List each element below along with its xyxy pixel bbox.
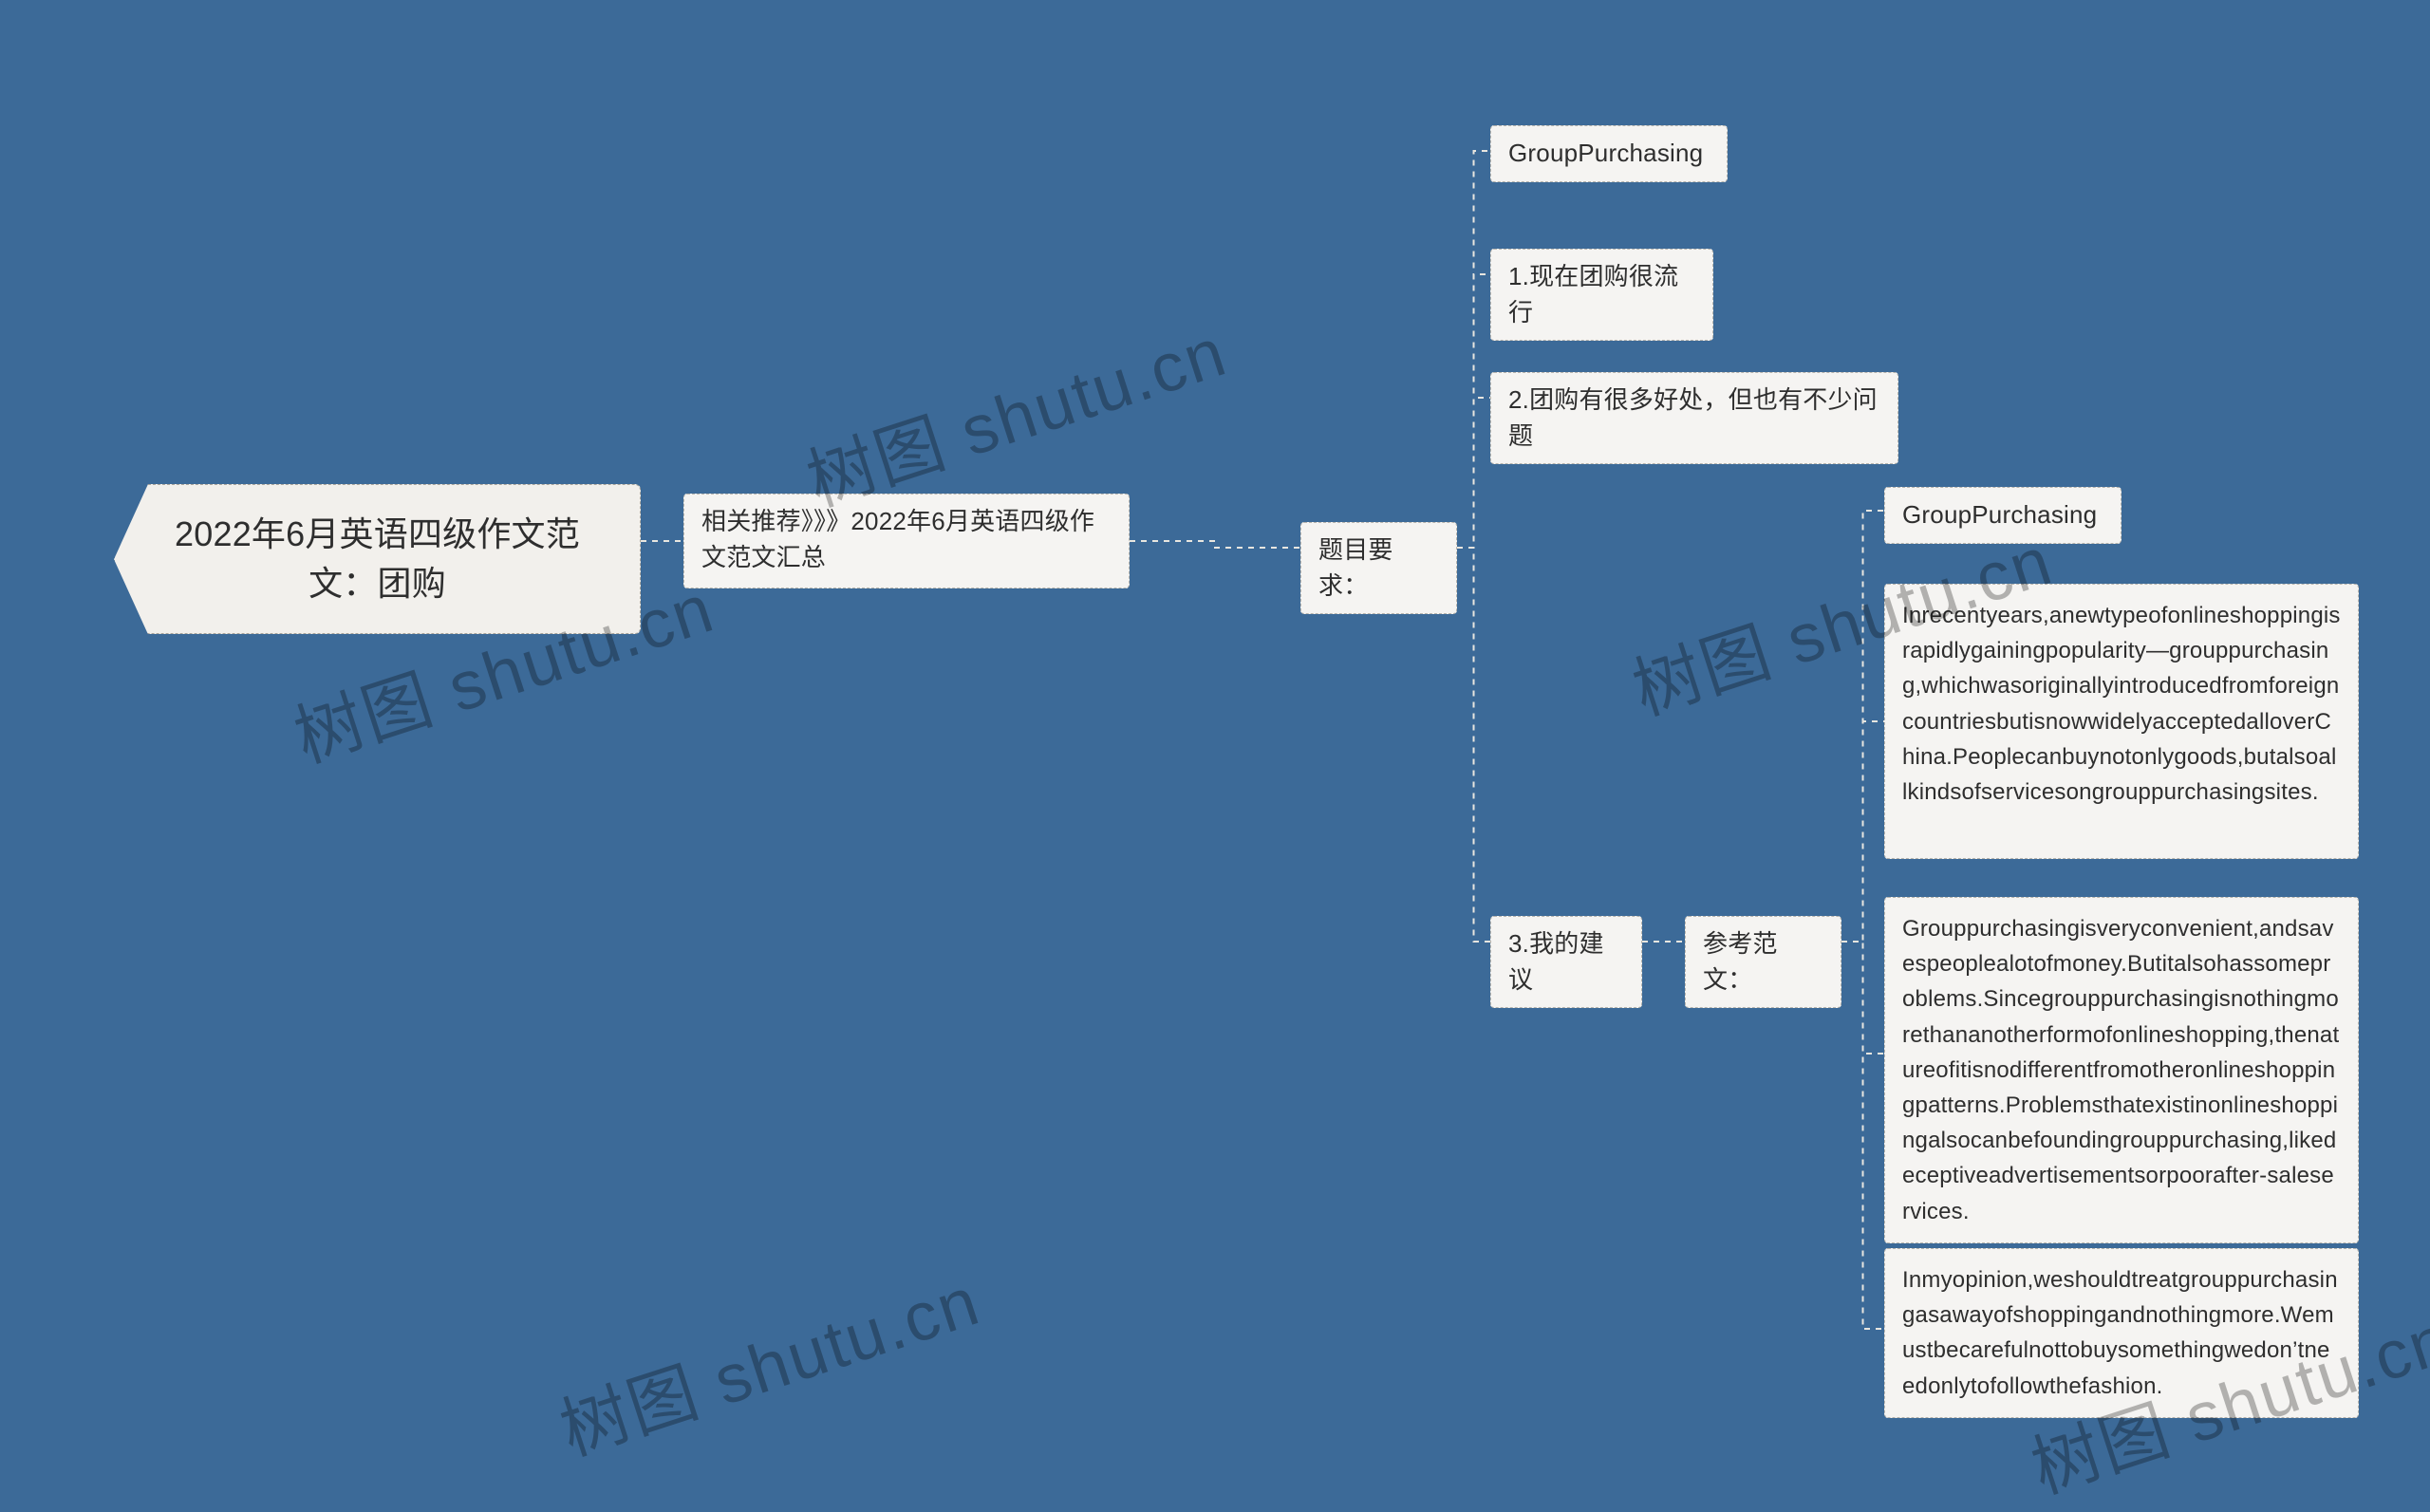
node-sample-para-3-text: Inmyopinion,weshouldtreatgrouppurchasing… xyxy=(1902,1267,2338,1399)
connector xyxy=(1130,541,1300,548)
node-root: 2022年6月英语四级作文范文：团购 xyxy=(114,484,641,634)
node-sample-title-text: GroupPurchasing xyxy=(1902,500,2097,529)
node-point-2: 2.团购有很多好处，但也有不少问题 xyxy=(1490,372,1898,464)
mindmap-stage: 2022年6月英语四级作文范文：团购 相关推荐》》》2022年6月英语四级作文范… xyxy=(0,0,2430,1446)
node-point-2-text: 2.团购有很多好处，但也有不少问题 xyxy=(1508,385,1878,450)
node-root-text: 2022年6月英语四级作文范文：团购 xyxy=(175,514,580,603)
watermark: 树图 shutu.cn xyxy=(546,1245,990,1474)
node-sample-title: GroupPurchasing xyxy=(1884,487,2122,544)
node-requirement: 题目要求： xyxy=(1300,522,1457,614)
node-sample-para-1: Inrecentyears,anewtypeofonlineshoppingis… xyxy=(1884,584,2359,859)
node-point-1: 1.现在团购很流行 xyxy=(1490,249,1713,341)
node-sample-label-text: 参考范文： xyxy=(1703,929,1778,994)
connector xyxy=(1457,548,1490,942)
connector xyxy=(1841,942,1884,1329)
node-point-1-text: 1.现在团购很流行 xyxy=(1508,262,1678,327)
node-topic-groupbuy-text: GroupPurchasing xyxy=(1508,139,1703,167)
connector xyxy=(1457,151,1490,548)
connector xyxy=(1841,942,1884,1054)
node-sample-para-1-text: Inrecentyears,anewtypeofonlineshoppingis… xyxy=(1902,603,2341,805)
node-point-3: 3.我的建议 xyxy=(1490,916,1642,1008)
node-requirement-text: 题目要求： xyxy=(1318,535,1393,600)
connector xyxy=(1841,721,1884,942)
watermark: 树图 shutu.cn xyxy=(793,296,1237,525)
node-topic-groupbuy: GroupPurchasing xyxy=(1490,125,1728,182)
node-recommend-text: 相关推荐》》》2022年6月英语四级作文范文汇总 xyxy=(701,507,1094,571)
connector xyxy=(1841,511,1884,942)
node-sample-label: 参考范文： xyxy=(1685,916,1841,1008)
connector xyxy=(1457,398,1490,548)
node-sample-para-3: Inmyopinion,weshouldtreatgrouppurchasing… xyxy=(1884,1248,2359,1418)
node-sample-para-2-text: Grouppurchasingisveryconvenient,andsaves… xyxy=(1902,916,2339,1224)
connector xyxy=(1457,274,1490,548)
node-recommend: 相关推荐》》》2022年6月英语四级作文范文汇总 xyxy=(683,494,1130,588)
node-point-3-text: 3.我的建议 xyxy=(1508,929,1604,994)
node-sample-para-2: Grouppurchasingisveryconvenient,andsaves… xyxy=(1884,897,2359,1243)
